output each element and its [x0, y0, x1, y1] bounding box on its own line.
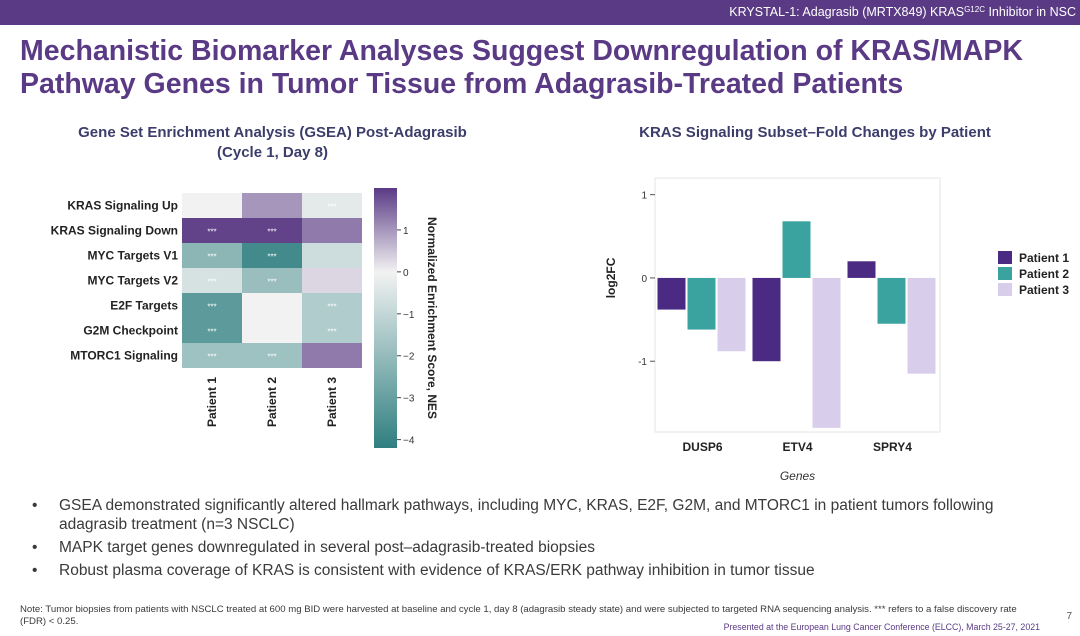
running-title-suffix: Inhibitor in NSC	[984, 5, 1076, 19]
heatmap-cell	[302, 268, 362, 293]
bullet-list: GSEA demonstrated significantly altered …	[32, 496, 1042, 584]
heatmap-cell	[182, 318, 242, 343]
bar	[657, 277, 686, 310]
heatmap-cell	[242, 218, 302, 243]
x-axis-label: Genes	[780, 469, 815, 483]
heatmap-row-label: G2M Checkpoint	[83, 324, 178, 338]
heatmap-row-label: KRAS Signaling Up	[67, 199, 178, 213]
heatmap-row-label: E2F Targets	[110, 299, 178, 313]
heatmap-title: Gene Set Enrichment Analysis (GSEA) Post…	[30, 123, 515, 163]
legend-swatch	[998, 251, 1012, 264]
bullet-item: GSEA demonstrated significantly altered …	[32, 496, 1042, 534]
y-tick-label: 0	[641, 274, 647, 285]
heatmap-cell	[242, 243, 302, 268]
significance-marker: ***	[207, 278, 216, 287]
heatmap-cell	[182, 218, 242, 243]
heatmap-cell	[302, 343, 362, 368]
significance-marker: ***	[327, 328, 336, 337]
colorbar-tick-label: −2	[403, 352, 415, 363]
heatmap-cell	[302, 293, 362, 318]
running-title-superscript: G12C	[964, 5, 985, 14]
y-axis-label: log2FC	[604, 257, 618, 298]
heatmap-column-label: Patient 3	[325, 377, 339, 427]
significance-marker: ***	[207, 228, 216, 237]
heatmap-cell	[302, 193, 362, 218]
bar	[687, 277, 716, 330]
colorbar-tick-label: −1	[403, 310, 415, 321]
heatmap-cell	[182, 193, 242, 218]
bullet-item: Robust plasma coverage of KRAS is consis…	[32, 561, 1042, 580]
bar	[847, 261, 876, 278]
significance-marker: ***	[207, 253, 216, 262]
running-title: KRYSTAL-1: Adagrasib (MRTX849) KRASG12C …	[729, 5, 1076, 19]
header-bar: KRYSTAL-1: Adagrasib (MRTX849) KRASG12C …	[0, 0, 1080, 25]
heatmap-cell	[242, 293, 302, 318]
heatmap-row-label: MYC Targets V1	[88, 249, 179, 263]
x-tick-label: DUSP6	[682, 440, 722, 454]
x-tick-label: SPRY4	[873, 440, 912, 454]
gsea-heatmap: KRAS Signaling Up *** KRAS Signaling Down *…	[51, 188, 439, 448]
bar	[877, 277, 906, 324]
plot-area	[654, 177, 941, 433]
significance-marker: ***	[267, 353, 276, 362]
heatmap-cell	[242, 318, 302, 343]
conference-footer: Presented at the European Lung Cancer Co…	[723, 622, 1040, 632]
bar-chart-title: KRAS Signaling Subset–Fold Changes by Pa…	[639, 124, 991, 141]
colorbar-tick-label: −3	[403, 394, 415, 405]
significance-marker: ***	[267, 228, 276, 237]
x-tick-label: ETV4	[782, 440, 812, 454]
heatmap-column-label: Patient 2	[265, 377, 279, 427]
heatmap-cell	[182, 293, 242, 318]
legend-label: Patient 2	[1019, 267, 1069, 281]
legend-swatch	[998, 283, 1012, 296]
heatmap-cell	[242, 193, 302, 218]
legend-label: Patient 1	[1019, 251, 1069, 265]
heatmap-cell	[182, 268, 242, 293]
heatmap-cell	[302, 243, 362, 268]
footnote: Note: Tumor biopsies from patients with …	[20, 604, 1017, 627]
heatmap-title-line1: Gene Set Enrichment Analysis (GSEA) Post…	[78, 124, 467, 141]
heatmap-cell	[242, 343, 302, 368]
legend-swatch	[998, 267, 1012, 280]
colorbar	[374, 188, 397, 448]
colorbar-tick-label: −4	[403, 436, 415, 447]
heatmap-cell	[182, 243, 242, 268]
y-tick-label: 1	[641, 191, 647, 202]
colorbar-label: Normalized Enrichment Score, NES	[425, 217, 439, 419]
legend-label: Patient 3	[1019, 283, 1069, 297]
heatmap-cell	[242, 268, 302, 293]
running-title-prefix: KRYSTAL-1: Adagrasib (MRTX849) KRAS	[729, 5, 965, 19]
heatmap-row-label: MTORC1 Signaling	[70, 349, 178, 363]
bullet-item: MAPK target genes downregulated in sever…	[32, 538, 1042, 557]
significance-marker: ***	[327, 203, 336, 212]
heatmap-cell	[302, 318, 362, 343]
heatmap-column-label: Patient 1	[205, 377, 219, 427]
significance-marker: ***	[207, 303, 216, 312]
fold-change-bar-chart: 1 0 -1 DUSP6 ETV4 SPRY4 Genes log2FC Patient 1 Pa…	[604, 177, 1069, 483]
significance-marker: ***	[207, 353, 216, 362]
page-number: 7	[1066, 611, 1072, 622]
colorbar-tick-label: 1	[403, 226, 409, 237]
significance-marker: ***	[267, 253, 276, 262]
bar	[717, 277, 746, 352]
bar	[782, 221, 811, 278]
slide-title: Mechanistic Biomarker Analyses Suggest D…	[20, 35, 1023, 100]
heatmap-cell	[182, 343, 242, 368]
significance-marker: ***	[327, 303, 336, 312]
significance-marker: ***	[267, 278, 276, 287]
heatmap-cell	[302, 218, 362, 243]
heatmap-row-label: MYC Targets V2	[88, 274, 179, 288]
significance-marker: ***	[207, 328, 216, 337]
bar	[907, 277, 936, 374]
heatmap-row-label: KRAS Signaling Down	[51, 224, 178, 238]
y-tick-label: -1	[638, 357, 647, 368]
bar	[752, 277, 781, 362]
colorbar-tick-label: 0	[403, 268, 409, 279]
bar	[812, 277, 841, 428]
heatmap-title-line2: (Cycle 1, Day 8)	[217, 144, 328, 161]
